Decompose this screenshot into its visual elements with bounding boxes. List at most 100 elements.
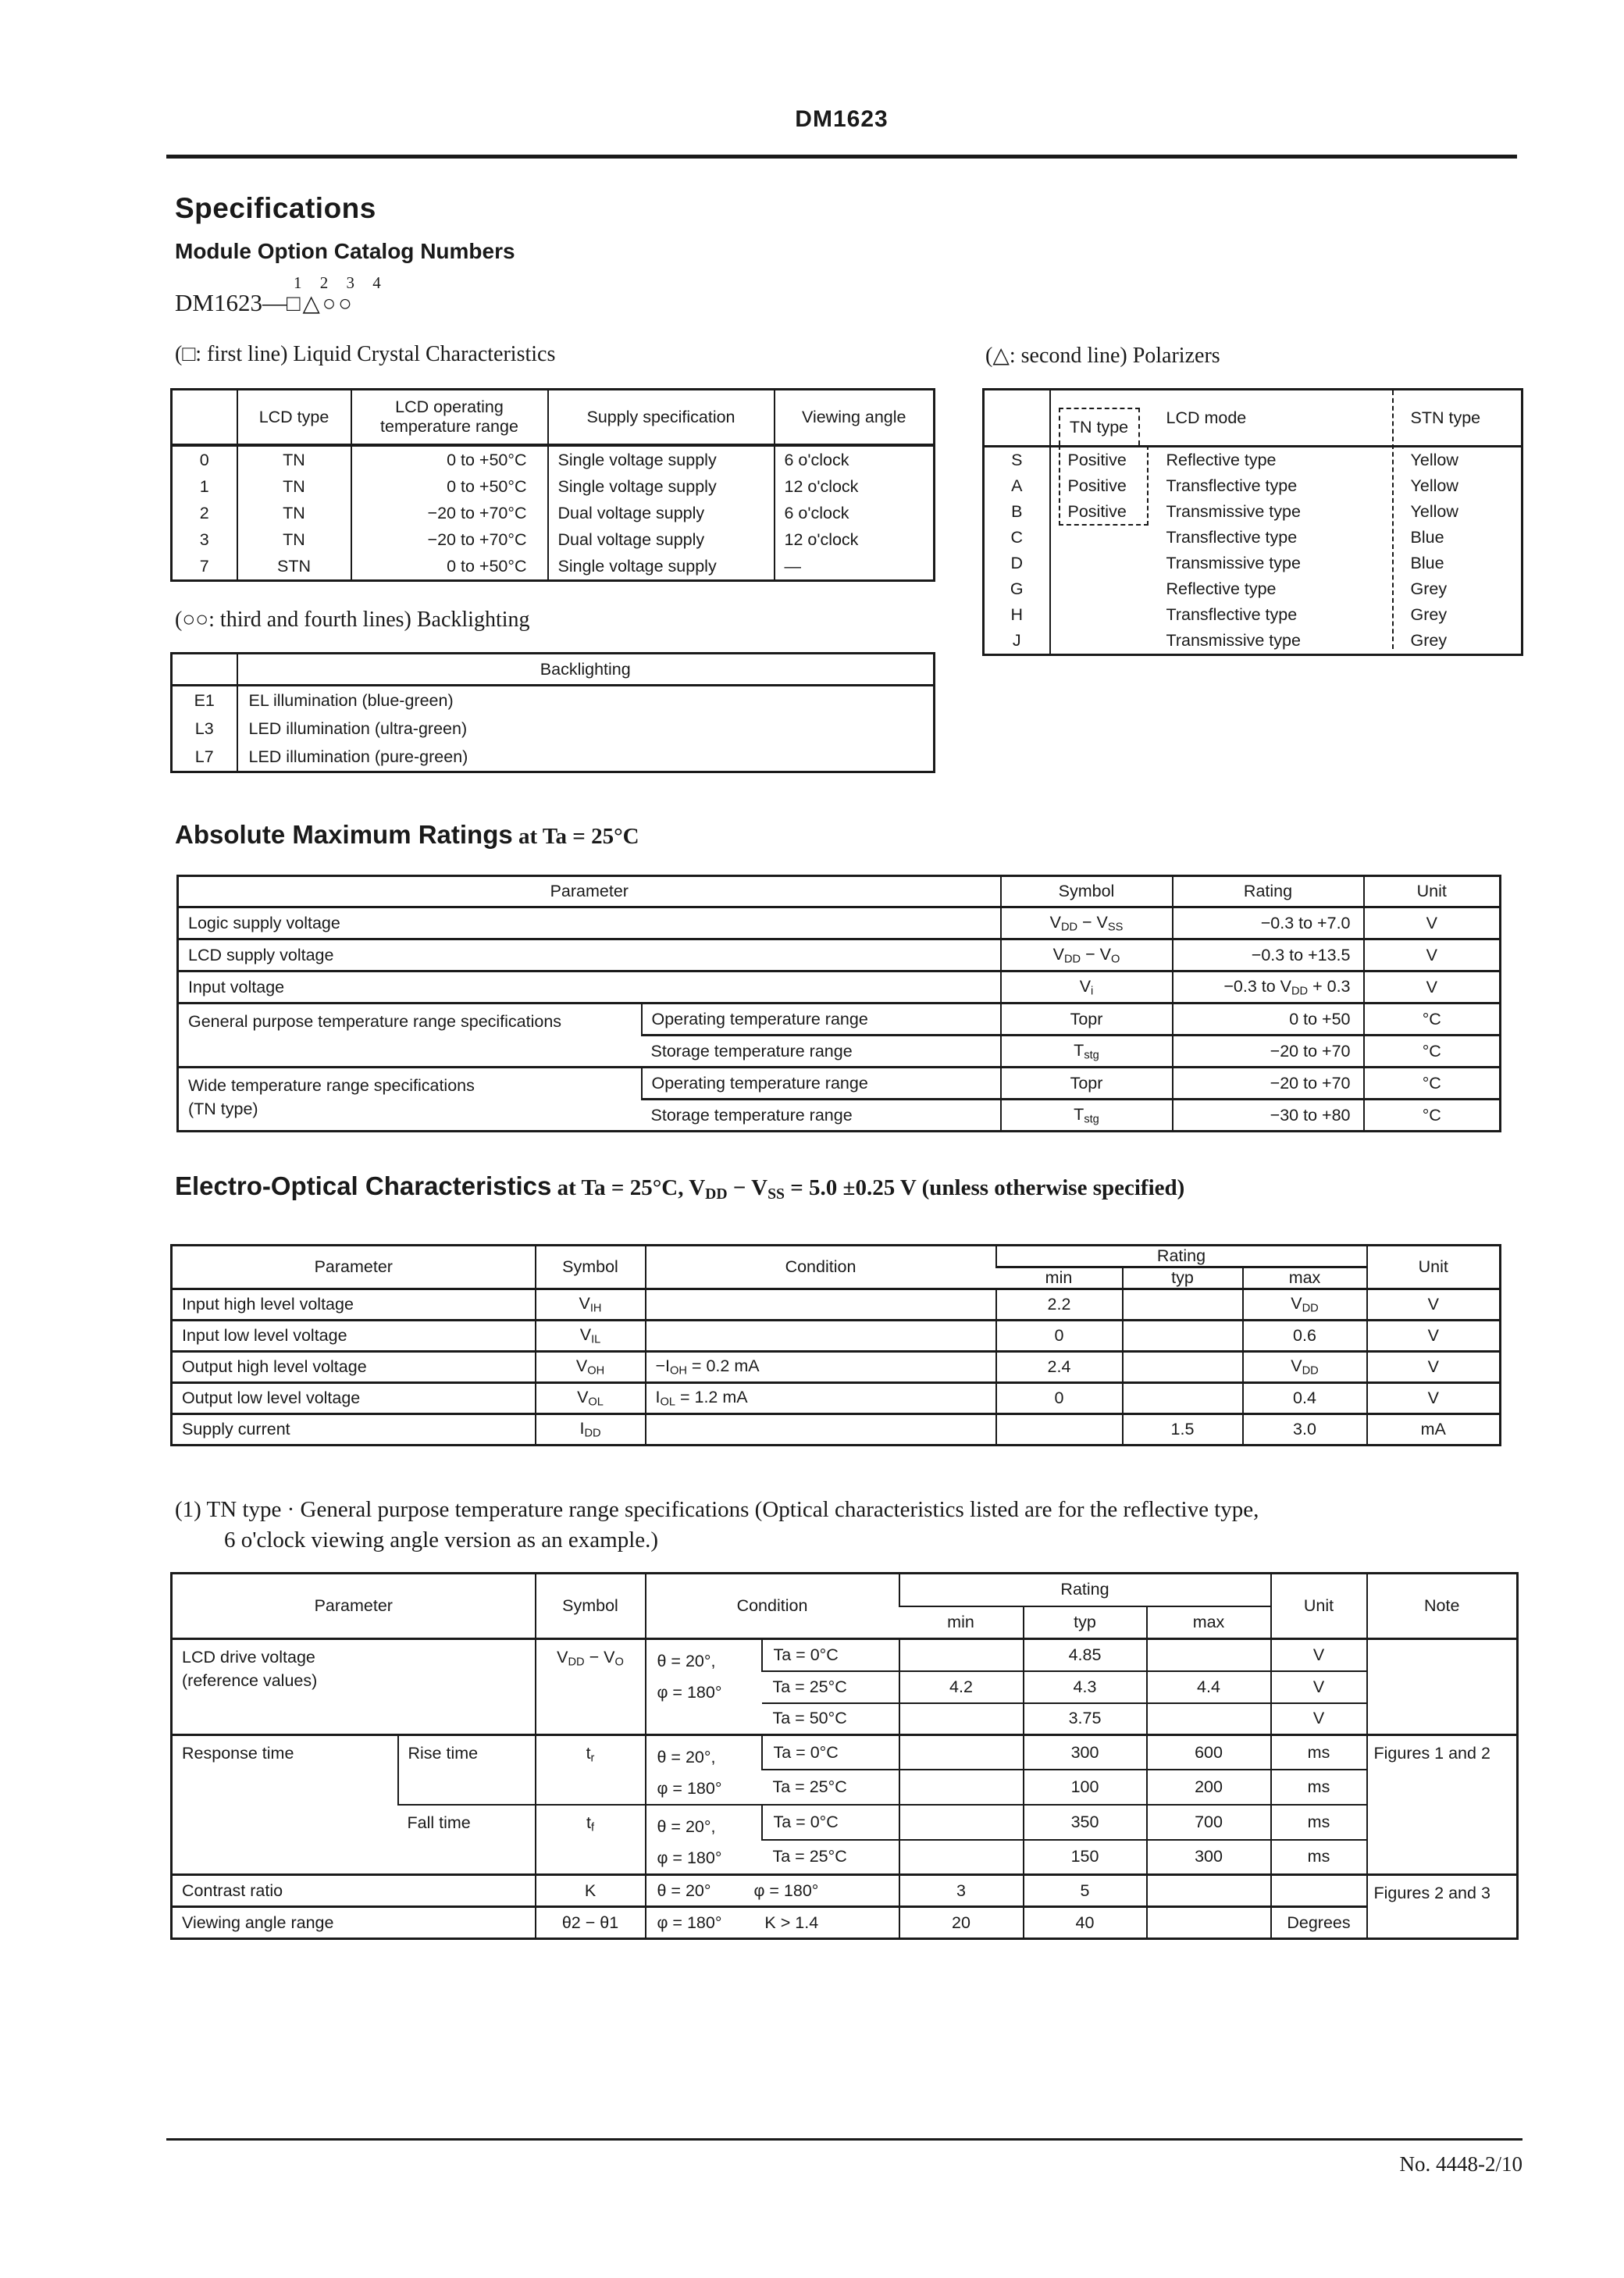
cell-symbol: VIH — [534, 1289, 646, 1321]
param-line2: (TN type) — [188, 1100, 258, 1118]
cell-code: H — [983, 602, 1051, 628]
cell-code: 2 — [199, 503, 209, 522]
header-cell: Symbol — [534, 1245, 646, 1289]
cell-code: D — [983, 551, 1051, 576]
cell-supply: Single voltage supply — [547, 553, 775, 581]
eo-table: Parameter Symbol Condition Rating Unit m… — [170, 1244, 1501, 1446]
cell-mode: Transflective type — [1166, 528, 1298, 547]
cell-min: 4.2 — [898, 1670, 1024, 1703]
cell-typ: 100 — [1022, 1770, 1147, 1805]
header-cell: LCD mode — [1147, 389, 1394, 447]
cell-typ: 1.5 — [1121, 1414, 1243, 1446]
cell-stn: Blue — [1410, 554, 1444, 572]
table-row: Output low level voltage VOL IOL = 1.2 m… — [171, 1382, 1501, 1414]
param-line1: LCD drive voltage — [182, 1648, 315, 1667]
cell-viewing: 12 o'clock — [773, 473, 935, 500]
cell-max: 700 — [1145, 1805, 1271, 1840]
cond-line1: θ = 20°, — [657, 1652, 716, 1670]
note-tn-type-line2: 6 o'clock viewing angle version as an ex… — [224, 1528, 659, 1553]
cell-condition — [644, 1320, 996, 1352]
table-row: 2 TN −20 to +70°C Dual voltage supply 6 … — [172, 500, 935, 526]
cell-param: LCD supply voltage — [188, 945, 334, 964]
cell-param: Output low level voltage — [182, 1389, 361, 1407]
header-cell: Unit — [1270, 1573, 1367, 1639]
cell-condition-ta: Ta = 0°C — [760, 1734, 899, 1770]
cell-symbol: Tstg — [999, 1035, 1173, 1068]
cell-rating: 0 to +50 — [1171, 1003, 1364, 1036]
cell-supply: Dual voltage supply — [547, 526, 775, 553]
heading-module-option: Module Option Catalog Numbers — [175, 239, 515, 263]
catalog-number-line: DM1623— 1 2 3 4 □△○○ — [175, 273, 388, 317]
header-cell: Note — [1366, 1573, 1518, 1639]
table-row: Viewing angle range θ2 − θ1 φ = 180° K > … — [171, 1906, 1518, 1939]
header-cell: Symbol — [534, 1573, 646, 1639]
note-tn-type-line1: (1) TN type · General purpose temperatur… — [175, 1497, 1259, 1522]
table-header-row: Parameter Symbol Condition Rating Unit N… — [171, 1573, 1518, 1639]
header-cell: Backlighting — [237, 653, 935, 686]
cell-unit: V — [1270, 1702, 1367, 1735]
catalog-symbol-stack: 1 2 3 4 □△○○ — [287, 273, 388, 317]
cell-max — [1145, 1906, 1271, 1939]
cell-mode: Reflective type — [1166, 579, 1277, 598]
header-cell: Rating — [1171, 875, 1364, 907]
catalog-digits: 1 2 3 4 — [293, 273, 388, 292]
table-row: Input high level voltage VIH 2.2 VDD V — [171, 1289, 1501, 1321]
page-title: DM1623 — [795, 106, 889, 132]
cell-unit: °C — [1362, 1067, 1501, 1100]
cell-symbol: θ2 − θ1 — [534, 1906, 646, 1939]
cell-typ: 5 — [1022, 1874, 1147, 1907]
cell-param: Contrast ratio — [182, 1881, 283, 1900]
cell-condition: −IOH = 0.2 mA — [644, 1351, 996, 1383]
catalog-number: DM1623— 1 2 3 4 □△○○ — [175, 273, 388, 317]
cell-min: 2.4 — [995, 1351, 1123, 1383]
cell-symbol: VOH — [534, 1351, 646, 1383]
cell-code: 0 — [199, 450, 209, 469]
table-row: 1 TN 0 to +50°C Single voltage supply 12… — [172, 473, 935, 500]
amr-table: Parameter Symbol Rating Unit Logic suppl… — [176, 875, 1501, 1132]
cell-stn: Grey — [1410, 631, 1448, 650]
header-cell-max: max — [1145, 1606, 1271, 1639]
cell-symbol: Tstg — [999, 1099, 1173, 1132]
cell-unit: mA — [1366, 1414, 1501, 1446]
cond-b: K > 1.4 — [764, 1913, 819, 1932]
header-cell-max: max — [1241, 1267, 1367, 1289]
cell-symbol: K — [534, 1874, 646, 1907]
header-cell — [171, 389, 237, 447]
tn-characteristics-table: Parameter Symbol Condition Rating Unit N… — [170, 1572, 1519, 1940]
cell-code: J — [983, 628, 1051, 655]
cell-min: 2.2 — [995, 1289, 1123, 1321]
header-cell: Unit — [1362, 875, 1501, 907]
cell-mode: Transmissive type — [1166, 554, 1301, 572]
cell-min — [898, 1770, 1024, 1805]
cell-param-group: Response time — [182, 1744, 294, 1763]
cell-unit: V — [1366, 1351, 1501, 1383]
cell-unit: V — [1366, 1382, 1501, 1414]
table-row: Ta = 50°C 3.75 V — [171, 1702, 1518, 1735]
table-row: Ta = 25°C 4.2 4.3 4.4 V — [171, 1670, 1518, 1703]
header-cell-rating: Rating — [898, 1573, 1271, 1606]
cell-stn: Grey — [1410, 579, 1448, 598]
cell-max: VDD — [1241, 1289, 1367, 1321]
cell-unit — [1270, 1874, 1367, 1907]
table-row: L3 LED illumination (ultra-green) — [171, 715, 935, 743]
cond-line1: θ = 20°, — [657, 1748, 716, 1766]
cell-condition — [644, 1289, 996, 1321]
header-cell: LCD type — [236, 389, 351, 447]
cell-condition-angles: θ = 20°, φ = 180° — [644, 1734, 762, 1805]
cell-min: 0 — [995, 1382, 1123, 1414]
table-header-row: Parameter Symbol Rating Unit — [177, 875, 1501, 907]
cell-tn: Positive — [1067, 502, 1127, 521]
cond-line2: φ = 180° — [657, 1848, 722, 1867]
cell-note: Figures 2 and 3 — [1366, 1874, 1518, 1939]
table-row: General purpose temperature range specif… — [177, 1003, 1501, 1036]
cell-stn: Yellow — [1410, 476, 1458, 495]
table-row: LCD drive voltage (reference values) VDD … — [171, 1638, 1518, 1735]
table-row: L7 LED illumination (pure-green) — [171, 743, 935, 772]
cell-code: 1 — [199, 476, 209, 496]
tn-type-dashed-box: TN type — [1058, 408, 1140, 444]
cell-code: E1 — [171, 685, 238, 715]
header-cell: Condition — [644, 1245, 996, 1289]
cond-line2: φ = 180° — [657, 1683, 722, 1702]
cell-max: 200 — [1145, 1770, 1271, 1805]
cell-temp-range: 0 to +50°C — [350, 445, 548, 473]
